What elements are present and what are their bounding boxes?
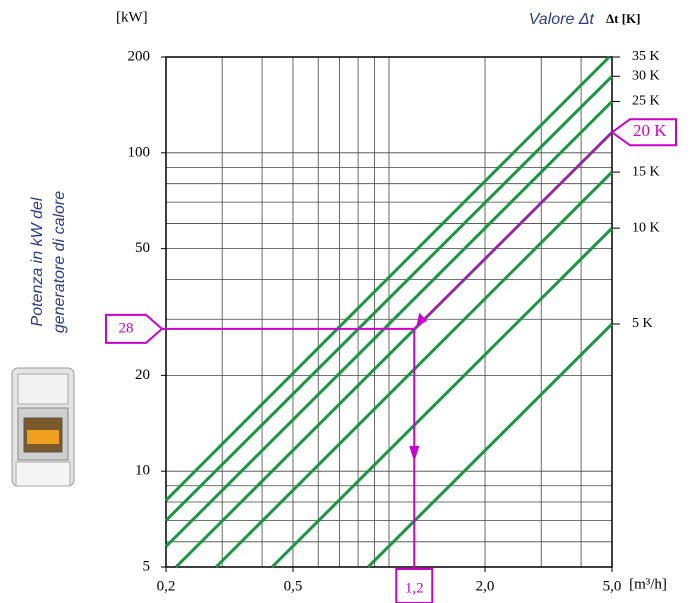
series-line xyxy=(368,324,612,567)
x-tick-label: 2,0 xyxy=(476,578,495,594)
series-line xyxy=(272,228,612,567)
power-label: 28 xyxy=(119,320,134,336)
series-line xyxy=(166,57,609,500)
series-label: 25 K xyxy=(632,94,660,109)
legend-title: Valore Δt xyxy=(529,11,595,28)
series-label: 30 K xyxy=(632,68,660,83)
y-tick-label: 10 xyxy=(135,463,150,479)
y-tick-label: 5 xyxy=(143,558,151,574)
series-label: 15 K xyxy=(632,164,660,179)
y-unit-label: [kW] xyxy=(116,9,148,25)
y-tick-label: 100 xyxy=(128,144,151,160)
x-tick-label: 5,0 xyxy=(603,578,622,594)
series-label: 10 K xyxy=(632,220,660,235)
x-tick-label: 1,2 xyxy=(405,580,424,596)
power-box xyxy=(106,315,162,343)
chart: [kW] Valore Δt Δt [K] [m³/h] Potenza in … xyxy=(0,0,694,603)
legend-unit: Δt [K] xyxy=(606,11,641,26)
x-tick-label: 0,2 xyxy=(157,578,176,594)
series-label: 35 K xyxy=(632,49,660,64)
series-label: 5 K xyxy=(632,316,653,331)
x-tick-label: 0,5 xyxy=(284,578,303,594)
arrow-head xyxy=(409,446,419,462)
y-axis-label-line: Potenza in kW del xyxy=(29,197,46,326)
y-tick-label: 200 xyxy=(128,48,151,64)
heater-icon xyxy=(12,368,74,486)
y-tick-label: 50 xyxy=(135,240,150,256)
arrow-head xyxy=(416,313,427,327)
example-line xyxy=(414,132,612,329)
y-tick-label: 20 xyxy=(135,367,150,383)
x-unit-label: [m³/h] xyxy=(629,576,667,592)
y-axis-label: Potenza in kW del generatore di calore xyxy=(29,191,68,333)
series-label: 20 K xyxy=(633,121,667,140)
y-axis-label-line: generatore di calore xyxy=(51,191,68,333)
